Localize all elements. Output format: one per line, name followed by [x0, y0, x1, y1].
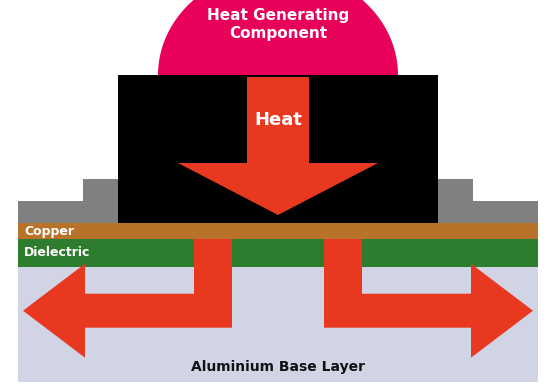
Text: Dielectric: Dielectric: [24, 247, 91, 260]
Polygon shape: [158, 0, 398, 75]
Bar: [18, 179, 83, 201]
Polygon shape: [23, 239, 232, 358]
Bar: [438, 179, 473, 201]
Text: Copper: Copper: [24, 225, 74, 238]
Polygon shape: [294, 297, 324, 328]
Polygon shape: [178, 77, 378, 215]
Text: Aluminium Base Layer: Aluminium Base Layer: [191, 360, 365, 374]
Bar: [83, 179, 118, 201]
Bar: [18, 223, 538, 239]
Bar: [118, 75, 438, 223]
Bar: [473, 179, 538, 201]
Text: Heat: Heat: [254, 111, 302, 129]
Text: Heat Generating
Component: Heat Generating Component: [207, 8, 349, 42]
Polygon shape: [324, 239, 533, 358]
Polygon shape: [232, 297, 262, 328]
Bar: [18, 239, 538, 267]
Bar: [18, 267, 538, 382]
Bar: [438, 201, 538, 223]
Bar: [18, 201, 118, 223]
